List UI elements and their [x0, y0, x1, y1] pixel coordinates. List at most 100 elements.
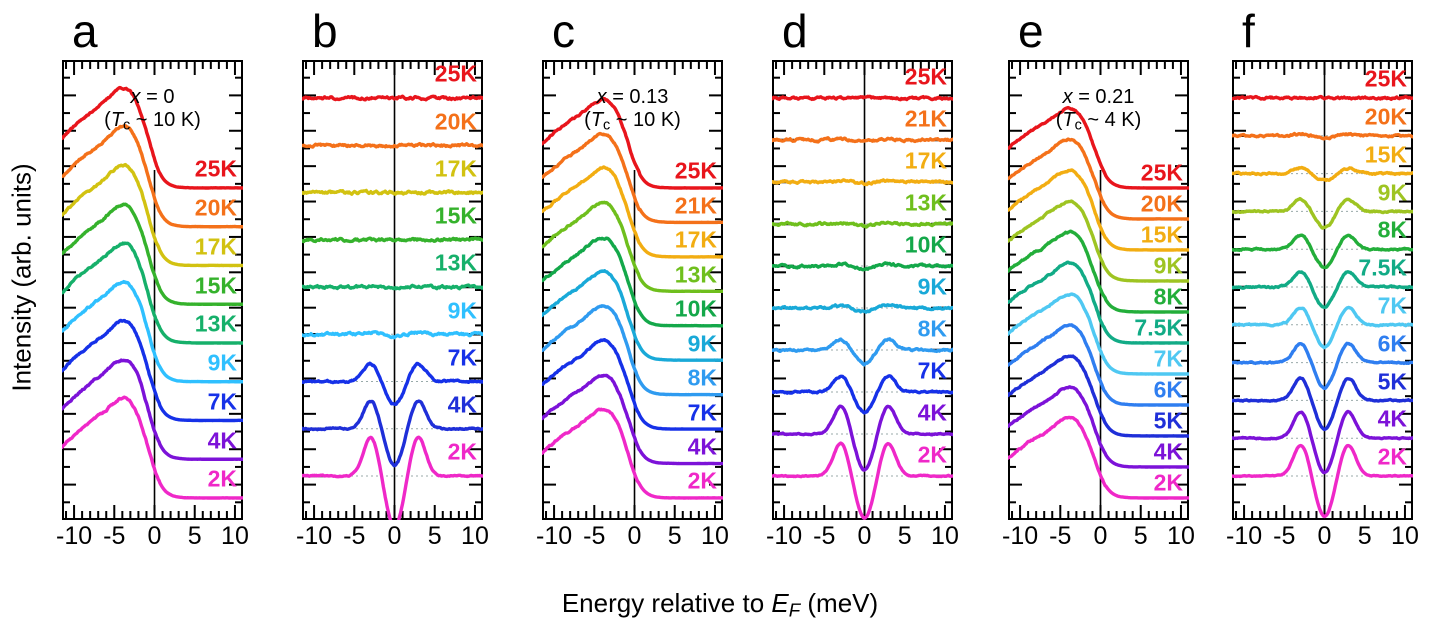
x-tick-labels-b: -10 -5 0 5 10	[296, 522, 489, 556]
x-tick-label: -10	[1001, 522, 1039, 550]
axis-ticks-a	[63, 61, 242, 519]
curve-label-a-25K: 25K	[194, 155, 237, 182]
curve-d-17K	[772, 178, 953, 187]
curve-c-10K	[542, 236, 723, 328]
x-tick-label: 0	[1093, 522, 1108, 550]
plot-canvas-d	[772, 61, 953, 520]
curve-c-7K	[542, 337, 723, 431]
x-tick-label: 0	[857, 522, 872, 550]
x-tick-label: -10	[295, 522, 333, 550]
panel-letter-b: b	[312, 5, 338, 57]
curve-f-20K	[1232, 131, 1413, 141]
panel-b: 25K 20K 17K 15K 13K 9K 7K 4K 2K -10 -5 0 5 10	[296, 60, 489, 550]
curve-label-b-7K: 7K	[447, 344, 477, 371]
x-tick-label: 10	[221, 522, 249, 550]
curve-c-13K	[542, 200, 723, 294]
curve-c-8K	[542, 304, 723, 397]
curve-b-2K	[302, 435, 483, 520]
curve-e-7K	[1008, 292, 1189, 376]
curve-e-15K	[1008, 168, 1189, 252]
curve-b-4K	[302, 399, 483, 468]
curve-d-2K	[772, 441, 953, 520]
axis-ticks-b	[303, 61, 482, 519]
curve-f-2K	[1232, 443, 1413, 519]
curve-label-d-25K: 25K	[904, 63, 947, 90]
x-tick-label: -10	[535, 522, 573, 550]
curve-label-d-13K: 13K	[904, 189, 947, 216]
curve-e-6K	[1008, 323, 1189, 407]
curve-label-b-2K: 2K	[447, 438, 477, 465]
curve-label-c-9K: 9K	[687, 330, 717, 357]
curve-a-2K	[62, 395, 243, 500]
curve-d-13K	[772, 220, 953, 229]
curve-label-c-8K: 8K	[687, 364, 717, 391]
curve-label-d-8K: 8K	[917, 315, 947, 342]
curve-c-21K	[542, 131, 723, 225]
x-tick-label: -5	[583, 522, 606, 550]
curve-a-15K	[62, 202, 243, 306]
curve-label-e-20K: 20K	[1140, 190, 1183, 217]
axis-ticks-f	[1233, 61, 1412, 519]
curve-b-7K	[302, 361, 483, 407]
curve-label-c-13K: 13K	[674, 261, 717, 288]
curve-label-f-7K: 7K	[1377, 292, 1407, 319]
curve-label-b-25K: 25K	[434, 60, 477, 87]
curve-label-e-2K: 2K	[1153, 469, 1183, 496]
curve-label-a-7K: 7K	[207, 388, 237, 415]
x-tick-label: 5	[1133, 522, 1148, 550]
x-tick-label: 5	[667, 522, 682, 550]
plot-canvas-e	[1008, 61, 1189, 519]
curve-a-4K	[62, 358, 243, 461]
curve-b-25K	[302, 94, 483, 102]
curve-label-c-10K: 10K	[674, 295, 717, 322]
curve-d-10K	[772, 261, 953, 272]
plot-canvas-f	[1232, 61, 1413, 519]
x-tick-label: 10	[701, 522, 729, 550]
curve-label-c-4K: 4K	[687, 433, 717, 460]
panel-f: 25K 20K 15K 9K 8K 7.5K 7K 6K 5K 4K 2K -10 -5 0 5 10	[1226, 60, 1419, 550]
panel-c: 25K 21K 17K 13K 10K 9K 8K 7K 4K 2K x = 0.13 (Tc ~ 1…	[536, 60, 729, 550]
curve-e-7.5K	[1008, 260, 1189, 345]
curve-f-4K	[1232, 409, 1413, 475]
curve-c-4K	[542, 373, 723, 466]
panel-letter-a: a	[72, 5, 98, 57]
curve-e-4K	[1008, 385, 1189, 469]
curve-label-c-21K: 21K	[674, 192, 717, 219]
x-tick-label: -5	[343, 522, 366, 550]
x-tick-labels-d: -10 -5 0 5 10	[766, 522, 959, 556]
curve-c-17K	[542, 165, 723, 259]
curve-label-b-9K: 9K	[447, 297, 477, 324]
curve-a-20K	[62, 123, 243, 229]
curve-b-9K	[302, 330, 483, 340]
x-tick-label: -5	[813, 522, 836, 550]
x-axis-label: Energy relative to EF (meV)	[0, 588, 1440, 622]
curve-e-25K	[1008, 105, 1189, 190]
panel-d: 25K 21K 17K 13K 10K 9K 8K 7K 4K 2K -10 -5 0 5 10	[766, 60, 959, 550]
curve-label-f-5K: 5K	[1377, 368, 1407, 394]
panel-a: 25K 20K 17K 15K 13K 9K 7K 4K 2K x = 0 (Tc ~ 10 K) -…	[56, 60, 249, 550]
x-tick-label: 0	[147, 522, 162, 550]
x-axis-label-pre: Energy relative to	[561, 588, 772, 618]
curve-c-25K	[542, 96, 723, 190]
x-tick-label: -10	[765, 522, 803, 550]
curve-label-f-15K: 15K	[1364, 141, 1407, 168]
x-tick-label: 5	[897, 522, 912, 550]
curve-a-7K	[62, 318, 243, 423]
curve-e-2K	[1008, 415, 1189, 500]
curve-f-15K	[1232, 165, 1413, 183]
curve-label-e-7K: 7K	[1153, 345, 1183, 372]
plot-canvas-b	[302, 61, 483, 520]
curve-label-a-9K: 9K	[207, 349, 237, 376]
curve-label-a-15K: 15K	[194, 272, 237, 299]
curve-a-17K	[62, 162, 243, 268]
curve-f-7.5K	[1232, 270, 1413, 310]
panel-e: 25K 20K 15K 9K 8K 7.5K 7K 6K 5K 4K 2K x = 0.21 (Tc ~…	[1002, 60, 1195, 550]
curve-label-d-17K: 17K	[904, 147, 947, 174]
curve-label-f-7.5K: 7.5K	[1358, 254, 1407, 281]
curve-label-b-17K: 17K	[434, 155, 477, 182]
x-tick-labels-e: -10 -5 0 5 10	[1002, 522, 1195, 556]
y-axis-label: Intensity (arb. units)	[6, 163, 37, 392]
curve-e-20K	[1008, 137, 1189, 221]
curve-label-e-5K: 5K	[1153, 407, 1183, 434]
panel-letter-e: e	[1018, 5, 1044, 57]
